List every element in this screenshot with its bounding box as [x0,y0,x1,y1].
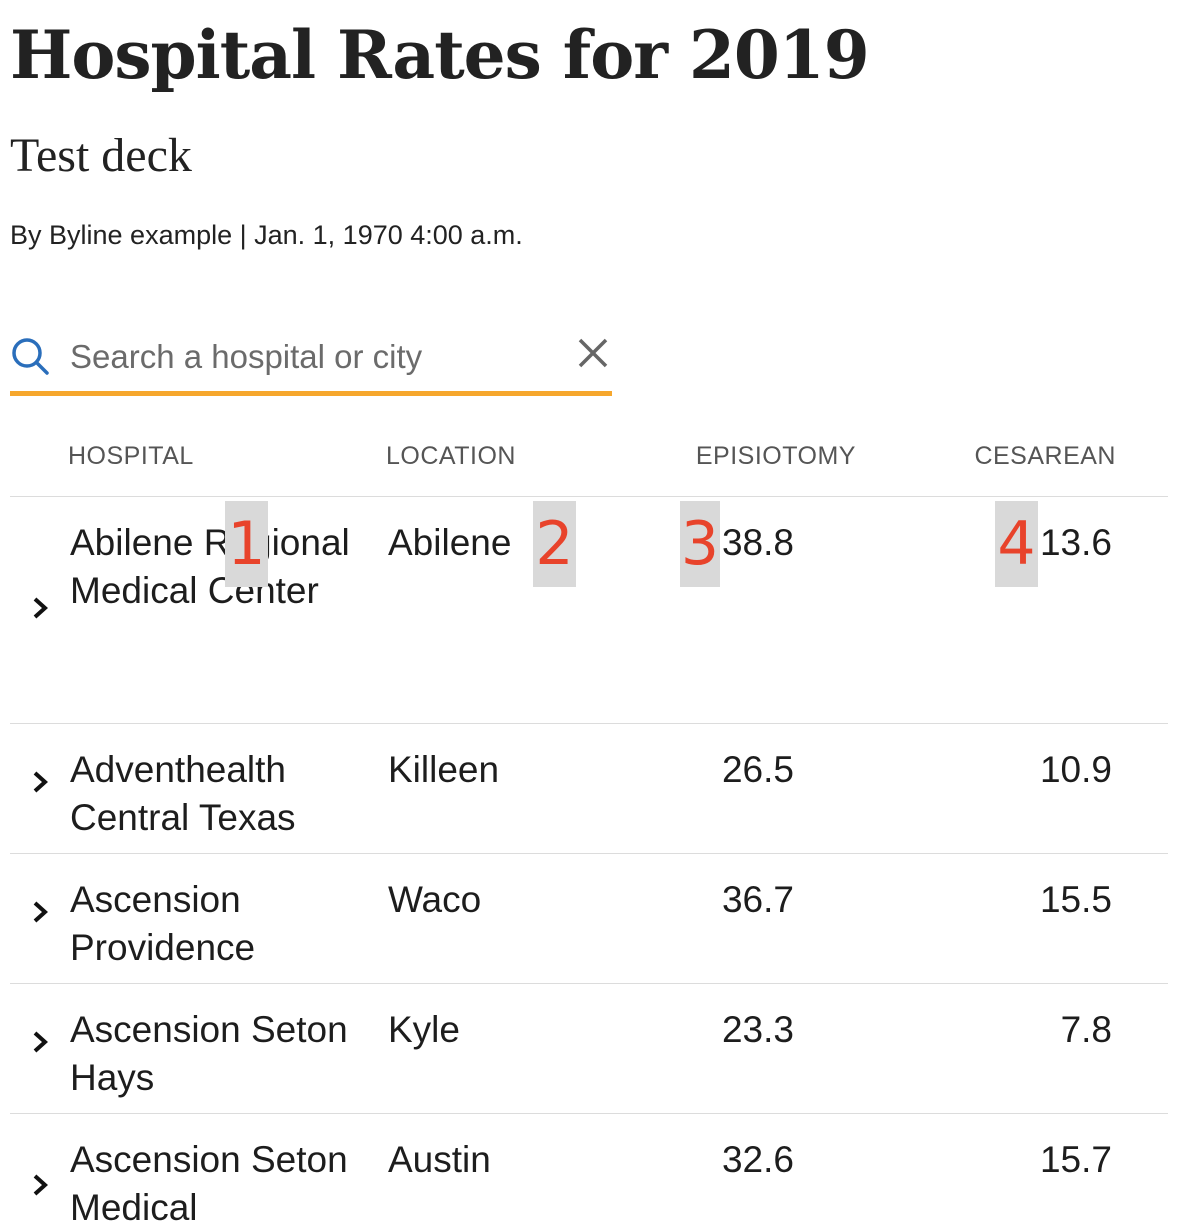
cesarean-rate: 10.9 [1039,749,1112,790]
episiotomy-rate: 36.7 [721,879,794,920]
episiotomy-rate: 38.8 [721,522,794,563]
hospital-location: Kyle [388,1009,460,1050]
annotation-marker-2: 2 [533,501,576,587]
cesarean-rate: 15.7 [1039,1139,1112,1180]
chevron-right-icon[interactable] [30,899,50,925]
table-row[interactable]: Ascension Seton Hays Kyle 23.3 7.8 [10,984,1168,1114]
table-row[interactable]: Abilene Regional Medical Center Abilene … [10,497,1168,724]
column-header-location[interactable]: LOCATION [386,442,516,470]
chevron-right-icon[interactable] [30,595,50,621]
column-header-cesarean[interactable]: CESAREAN [974,442,1116,470]
page-title: Hospital Rates for 2019 [10,16,870,94]
hospital-name: Ascension Providence [70,879,256,968]
hospital-table: HOSPITAL LOCATION EPISIOTOMY CESAREAN Ab… [10,430,1168,1226]
table-row[interactable]: Ascension Providence Waco 36.7 15.5 [10,854,1168,984]
hospital-location: Killeen [388,749,500,790]
chevron-right-icon[interactable] [30,1029,50,1055]
byline: By Byline example | Jan. 1, 1970 4:00 a.… [10,220,523,250]
search-input[interactable] [70,332,560,382]
annotation-marker-4: 4 [995,501,1038,587]
hospital-location: Waco [388,879,482,920]
table-row[interactable]: Ascension Seton Medical Austin 32.6 15.7 [10,1114,1168,1226]
episiotomy-rate: 26.5 [721,749,794,790]
column-header-hospital[interactable]: HOSPITAL [68,442,194,470]
page-deck: Test deck [10,129,192,182]
hospital-name: Ascension Seton Hays [70,1009,348,1098]
table-header: HOSPITAL LOCATION EPISIOTOMY CESAREAN [10,430,1168,497]
hospital-name: Abilene Regional Medical Center [70,522,350,611]
search-bar [10,330,612,396]
hospital-location: Abilene [388,522,512,563]
cesarean-rate: 13.6 [1039,522,1112,563]
hospital-name: Adventhealth Central Texas [70,749,296,838]
cesarean-rate: 15.5 [1039,879,1112,920]
hospital-location: Austin [388,1139,491,1180]
search-icon[interactable] [10,336,50,376]
hospital-name: Ascension Seton Medical [70,1139,348,1226]
episiotomy-rate: 32.6 [721,1139,794,1180]
annotation-marker-3: 3 [680,501,720,587]
annotation-marker-1: 1 [225,501,268,587]
chevron-right-icon[interactable] [30,1172,50,1198]
chevron-right-icon[interactable] [30,769,50,795]
cesarean-rate: 7.8 [1060,1009,1112,1050]
episiotomy-rate: 23.3 [721,1009,794,1050]
close-icon[interactable] [576,336,610,370]
column-header-episiotomy[interactable]: EPISIOTOMY [695,442,856,470]
table-row[interactable]: Adventhealth Central Texas Killeen 26.5 … [10,724,1168,854]
